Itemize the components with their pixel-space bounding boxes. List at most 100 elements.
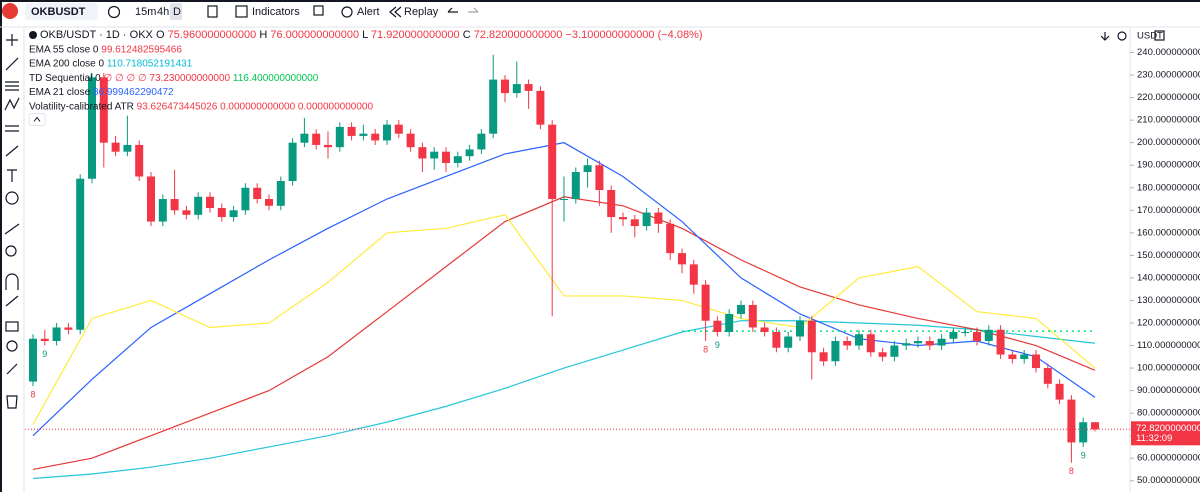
candle-body xyxy=(737,304,745,314)
candle-body xyxy=(194,196,203,215)
interval[interactable]: D xyxy=(173,6,181,18)
candle-body xyxy=(595,165,604,191)
symbol-box[interactable] xyxy=(25,3,98,20)
candle-body xyxy=(642,212,651,227)
active-interval-bg xyxy=(170,3,182,20)
redo-icon[interactable] xyxy=(468,7,479,13)
indicator-name: TD Sequential 0 xyxy=(29,73,101,84)
indicator-legend: EMA 55 close 0 99.612482595466 xyxy=(29,44,182,55)
magnet-tool[interactable] xyxy=(5,273,19,290)
candle-body xyxy=(88,77,96,179)
visibility-tool[interactable] xyxy=(6,340,18,352)
symbol-logo xyxy=(29,31,37,39)
candle-body xyxy=(796,320,804,337)
settings-icon[interactable] xyxy=(1117,31,1127,41)
candle-body xyxy=(359,133,368,136)
replay-button[interactable]: Replay xyxy=(404,6,439,18)
emoji-tool[interactable] xyxy=(5,191,19,205)
link-tool[interactable] xyxy=(6,363,18,375)
candle-body xyxy=(418,147,427,159)
candle-body xyxy=(748,304,757,328)
indicator-value: ∅ ∅ ∅ ∅ xyxy=(104,73,147,84)
symbol[interactable]: OKBUSDT xyxy=(31,6,86,18)
legend-header: OKB/USDT · 1D · OKX O 75.960000000000 H … xyxy=(40,29,703,41)
td-count: 8 xyxy=(1069,466,1074,476)
indicator-value: 110.718052191431 xyxy=(107,58,193,69)
candle-body xyxy=(890,345,899,357)
avatar[interactable] xyxy=(2,3,18,19)
ohlc-label: O xyxy=(156,29,165,41)
y-tick-label: 100.0000000000 xyxy=(1137,363,1200,374)
replay-icon[interactable] xyxy=(389,6,402,18)
last-price-label: 72.820000000000 xyxy=(1136,423,1200,434)
candle-body xyxy=(135,144,144,177)
candle-body xyxy=(1055,383,1064,400)
pattern-tool[interactable] xyxy=(4,97,20,111)
y-tick-label: 230.0000000000 xyxy=(1137,70,1200,81)
y-tick-label: 50.0000000000 xyxy=(1137,475,1200,486)
candle-body xyxy=(866,334,875,353)
candle-body xyxy=(371,133,380,141)
alert-button[interactable]: Alert xyxy=(357,6,380,18)
indicator-legend: Volatility-calibrated ATR 93.62647344502… xyxy=(29,101,373,112)
candle-body xyxy=(560,199,568,201)
interval[interactable]: 4h xyxy=(157,6,169,18)
lock-tool[interactable] xyxy=(5,321,19,332)
candle-body xyxy=(701,284,710,321)
indicator-name: EMA 55 close 0 xyxy=(29,44,99,55)
crosshair-tool[interactable] xyxy=(6,34,18,46)
undo-icon[interactable] xyxy=(447,7,458,13)
countdown: 11:32:09 xyxy=(1136,433,1172,444)
candle-body xyxy=(276,180,285,206)
candle-body xyxy=(949,331,958,339)
collapse-button xyxy=(28,113,46,126)
layout-icon[interactable] xyxy=(313,5,324,16)
candle-body xyxy=(878,352,887,357)
lock-drawing-tool[interactable] xyxy=(5,295,19,307)
candle-body xyxy=(406,133,415,148)
forecast-tool[interactable] xyxy=(5,125,19,132)
indicators-button[interactable]: Indicators xyxy=(252,6,300,18)
indicator-line xyxy=(32,196,1096,471)
interval[interactable]: 15m xyxy=(135,6,156,18)
ohlc-label: C xyxy=(463,29,471,41)
indicator-name: Volatility-calibrated ATR xyxy=(29,101,134,112)
y-tick-label: 190.0000000000 xyxy=(1137,160,1200,171)
candle-body xyxy=(312,133,321,145)
candle-body xyxy=(548,124,557,200)
candle-body xyxy=(914,341,922,344)
trash-tool[interactable] xyxy=(6,395,18,409)
text-tool[interactable] xyxy=(7,169,17,182)
candle-body xyxy=(1043,368,1052,384)
add-icon[interactable] xyxy=(107,5,121,19)
scroll-icon[interactable] xyxy=(1100,32,1110,41)
chart-type-icon[interactable] xyxy=(207,5,218,18)
candle-body xyxy=(607,190,616,218)
indicators-icon[interactable] xyxy=(235,5,248,18)
candle-body xyxy=(855,334,863,346)
candle-body xyxy=(1091,422,1099,430)
indicator-legend: EMA 200 close 0 110.718052191431 xyxy=(29,58,193,69)
candle-body xyxy=(442,151,450,163)
candle-body xyxy=(217,208,226,218)
y-tick-label: 160.0000000000 xyxy=(1137,227,1200,238)
fib-tool[interactable] xyxy=(5,81,19,91)
candle-body xyxy=(229,210,238,218)
y-tick-label: 200.0000000000 xyxy=(1137,137,1200,148)
candle-body xyxy=(524,84,533,91)
y-tick-label: 80.0000000000 xyxy=(1137,408,1200,419)
indicator-line xyxy=(32,320,1096,480)
legend-title: OKB/USDT · 1D · OKX xyxy=(40,29,154,41)
trendline-tool[interactable] xyxy=(5,57,19,71)
ruler-tool[interactable] xyxy=(4,223,20,235)
candle-body xyxy=(996,329,1005,355)
candle-body xyxy=(182,210,191,215)
brush-tool[interactable] xyxy=(5,145,19,157)
alert-icon[interactable] xyxy=(341,6,353,18)
zoom-tool[interactable] xyxy=(5,245,17,257)
indicator-name: EMA 21 close xyxy=(29,87,91,98)
candle-body xyxy=(973,331,981,342)
fullscreen-icon[interactable] xyxy=(1154,30,1165,41)
indicator-value: 0.000000000000 xyxy=(298,101,374,112)
